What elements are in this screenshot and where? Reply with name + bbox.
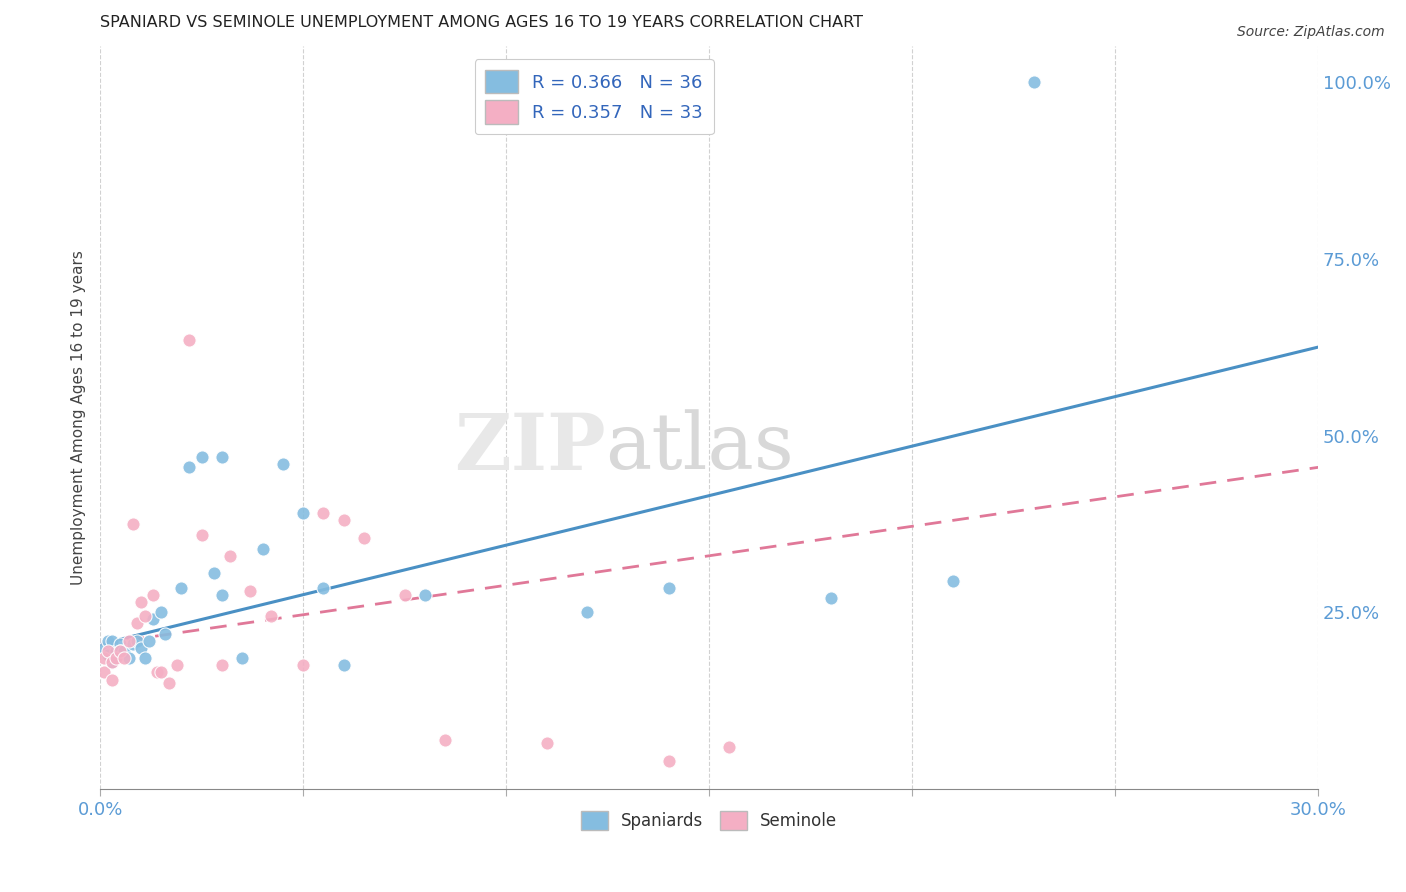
Point xyxy=(219,549,242,563)
Point xyxy=(110,644,132,658)
Point xyxy=(101,633,124,648)
Point xyxy=(718,739,741,754)
Point xyxy=(101,655,124,669)
Point xyxy=(105,651,128,665)
Point xyxy=(97,633,120,648)
Point xyxy=(1022,75,1045,89)
Point xyxy=(820,591,842,606)
Point xyxy=(576,606,599,620)
Point xyxy=(942,574,965,588)
Point xyxy=(259,608,281,623)
Point xyxy=(142,612,165,626)
Point xyxy=(129,640,152,655)
Point xyxy=(231,651,253,665)
Point xyxy=(252,541,274,556)
Point xyxy=(271,457,294,471)
Point xyxy=(125,615,148,630)
Point xyxy=(394,588,416,602)
Point xyxy=(332,513,354,527)
Point xyxy=(170,581,193,595)
Point xyxy=(157,676,180,690)
Point xyxy=(312,506,335,520)
Point xyxy=(114,644,136,658)
Point xyxy=(150,665,173,680)
Point xyxy=(142,588,165,602)
Point xyxy=(146,665,169,680)
Point xyxy=(129,595,152,609)
Point xyxy=(93,665,115,680)
Point xyxy=(332,658,354,673)
Point xyxy=(202,566,225,581)
Point xyxy=(101,655,124,669)
Point xyxy=(211,588,233,602)
Point xyxy=(125,633,148,648)
Point xyxy=(434,732,457,747)
Point xyxy=(138,633,160,648)
Point xyxy=(179,333,201,347)
Point xyxy=(239,584,262,599)
Point xyxy=(101,673,124,687)
Text: Source: ZipAtlas.com: Source: ZipAtlas.com xyxy=(1237,25,1385,39)
Text: SPANIARD VS SEMINOLE UNEMPLOYMENT AMONG AGES 16 TO 19 YEARS CORRELATION CHART: SPANIARD VS SEMINOLE UNEMPLOYMENT AMONG … xyxy=(100,15,863,30)
Point xyxy=(179,460,201,475)
Point xyxy=(211,450,233,464)
Point xyxy=(211,658,233,673)
Point xyxy=(97,648,120,662)
Point xyxy=(121,516,143,531)
Point xyxy=(105,644,128,658)
Point xyxy=(117,651,139,665)
Point xyxy=(110,637,132,651)
Point xyxy=(134,651,156,665)
Point xyxy=(166,658,188,673)
Point xyxy=(121,637,143,651)
Point xyxy=(657,754,679,768)
Point xyxy=(93,651,115,665)
Point xyxy=(292,506,315,520)
Point xyxy=(114,651,136,665)
Text: ZIP: ZIP xyxy=(454,409,606,485)
Text: atlas: atlas xyxy=(606,409,794,485)
Point xyxy=(153,626,176,640)
Point xyxy=(190,527,212,541)
Point xyxy=(97,644,120,658)
Point xyxy=(150,606,173,620)
Point xyxy=(312,581,335,595)
Point xyxy=(292,658,315,673)
Point xyxy=(110,644,132,658)
Legend: Spaniards, Seminole: Spaniards, Seminole xyxy=(575,804,844,837)
Point xyxy=(93,640,115,655)
Point xyxy=(134,608,156,623)
Point xyxy=(190,450,212,464)
Point xyxy=(117,633,139,648)
Point xyxy=(353,531,375,545)
Point xyxy=(413,588,436,602)
Y-axis label: Unemployment Among Ages 16 to 19 years: Unemployment Among Ages 16 to 19 years xyxy=(72,251,86,585)
Point xyxy=(657,581,679,595)
Point xyxy=(536,736,558,750)
